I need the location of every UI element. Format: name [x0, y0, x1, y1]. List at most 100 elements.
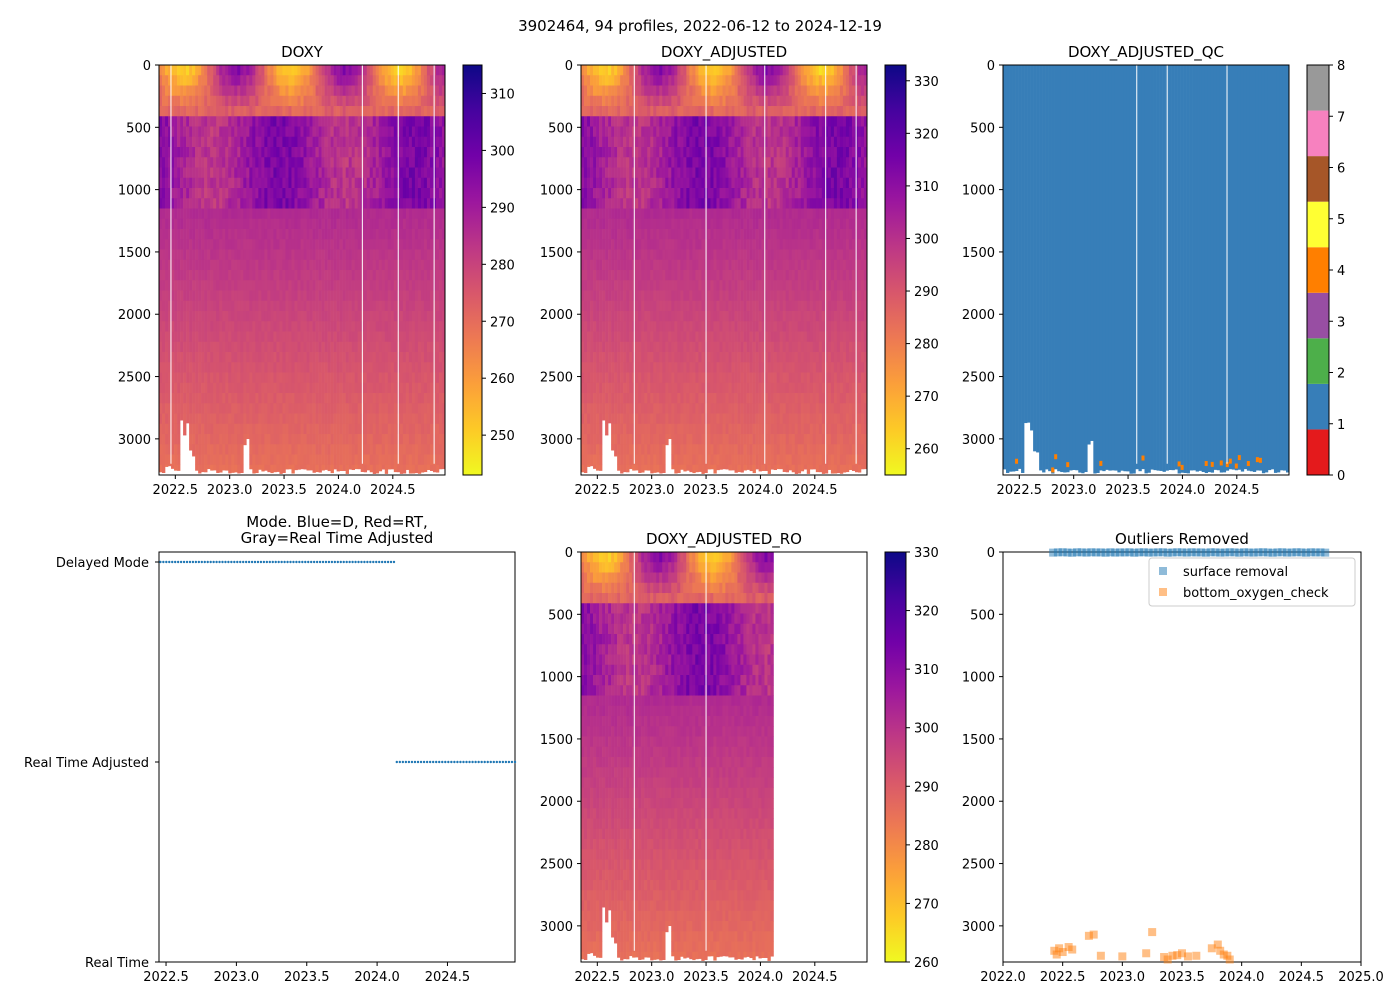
axes-frame: [1002, 64, 1290, 476]
mode-point: [274, 560, 277, 564]
mode-point: [312, 560, 316, 564]
panel-outliers-removed: 2022.0 2022.5 2023.0 2023.5 2024.0 2024.5 2025…: [962, 530, 1384, 985]
x-tick-label: 2024.0: [738, 483, 784, 498]
colorbar-tick-label: 290: [490, 201, 515, 216]
panel-title-line: Gray=Real Time Adjusted: [241, 529, 434, 547]
mode-point: [501, 760, 505, 764]
mode-point: [474, 760, 477, 764]
outlier-point: [1087, 548, 1096, 557]
outlier-point: [1106, 548, 1115, 557]
axes-frame: [1002, 551, 1362, 963]
colorbar-tick-label: 0: [1337, 469, 1345, 484]
mode-point: [182, 560, 186, 564]
outlier-point: [1135, 548, 1144, 557]
outlier-point: [1173, 951, 1182, 960]
x-tick-label: 2024.5: [1214, 483, 1260, 498]
x-tick-label: 2023.0: [629, 970, 675, 985]
outlier-point: [1206, 548, 1215, 557]
mode-point: [395, 760, 399, 764]
legend-marker: [1159, 567, 1167, 575]
outlier-point: [1268, 548, 1277, 557]
outlier-point: [1058, 548, 1067, 557]
mode-point: [280, 560, 283, 564]
y-tick-label: 1500: [118, 246, 151, 261]
mode-point: [513, 760, 517, 764]
colorbar: [462, 64, 483, 476]
mode-point: [162, 560, 165, 564]
x-tick-label: 2024.0: [1160, 483, 1206, 498]
outlier-point: [1096, 951, 1105, 960]
mode-point: [380, 560, 384, 564]
y-tick-label: 2500: [540, 858, 573, 873]
y-tick-label: 2000: [540, 308, 573, 323]
outlier-point: [1058, 948, 1067, 957]
outlier-point: [1192, 951, 1201, 960]
x-tick-label: 2023.5: [683, 970, 729, 985]
mode-point: [360, 560, 363, 564]
mode-point: [165, 560, 168, 564]
colorbar-tick-label: 300: [914, 232, 939, 247]
outlier-point: [1297, 548, 1306, 557]
axes-frame: [158, 64, 446, 476]
mode-point: [324, 560, 328, 564]
y-tick-label: 2000: [540, 795, 573, 810]
y-tick-label: 2000: [962, 795, 995, 810]
y-tick-label: 0: [565, 59, 573, 74]
mode-point: [304, 560, 307, 564]
mode-point: [256, 560, 260, 564]
mode-point: [456, 760, 459, 764]
y-tick-label: 1500: [962, 246, 995, 261]
heatmap-cells: [581, 65, 868, 474]
mode-point: [215, 560, 218, 564]
mode-point: [259, 560, 263, 564]
colorbar-tick-label: 320: [914, 605, 939, 620]
outlier-point: [1306, 548, 1315, 557]
qc-colorbar-segment: [1307, 429, 1329, 475]
y-tick-label: 1000: [118, 184, 151, 199]
y-tick-label: 1500: [540, 246, 573, 261]
outlier-point: [1178, 548, 1186, 557]
y-tick-label: 3000: [118, 433, 151, 448]
y-tick-label: 0: [987, 59, 995, 74]
mode-point: [206, 560, 209, 564]
mode-point: [330, 560, 334, 564]
colorbar-tick-label: 7: [1337, 110, 1345, 125]
mode-point: [372, 560, 375, 564]
mode-point: [441, 760, 444, 764]
outlier-point: [1077, 548, 1086, 557]
y-tick-label: 1000: [962, 671, 995, 686]
x-tick-label: 2022.5: [575, 970, 621, 985]
mode-point: [277, 560, 280, 564]
mode-point: [447, 760, 450, 764]
qc-colorbar-segment: [1307, 201, 1329, 248]
x-tick-label: 2024.0: [354, 970, 400, 985]
mode-point: [342, 560, 345, 564]
colorbar-tick-label: 300: [490, 144, 515, 159]
colorbar-tick-label: 270: [914, 390, 939, 405]
panel-title: DOXY_ADJUSTED: [661, 43, 787, 62]
mode-point: [465, 760, 468, 764]
outlier-point: [1063, 548, 1072, 557]
mode-point: [510, 760, 514, 764]
mode-point: [489, 760, 492, 764]
outlier-point: [1311, 548, 1320, 557]
outlier-point: [1130, 548, 1139, 557]
mode-point: [363, 560, 366, 564]
mode-point: [244, 560, 248, 564]
outlier-point: [1249, 548, 1258, 557]
outlier-point: [1158, 548, 1167, 557]
mode-point: [283, 560, 286, 564]
mode-point: [233, 560, 236, 564]
y-tick-label: 1000: [540, 671, 573, 686]
mode-point: [221, 560, 224, 564]
y-tick-label: 500: [548, 608, 573, 623]
x-tick-label: 2024.0: [1219, 970, 1265, 985]
outlier-point: [1259, 548, 1268, 557]
mode-point: [289, 560, 292, 564]
mode-point: [468, 760, 471, 764]
mode-point: [507, 760, 511, 764]
panel-mode: 2022.5 2023.0 2023.5 2024.0 2024.5 Delayed Mo…: [24, 513, 517, 985]
y-tick-label: 3000: [962, 433, 995, 448]
x-tick-label: 2024.5: [370, 483, 416, 498]
